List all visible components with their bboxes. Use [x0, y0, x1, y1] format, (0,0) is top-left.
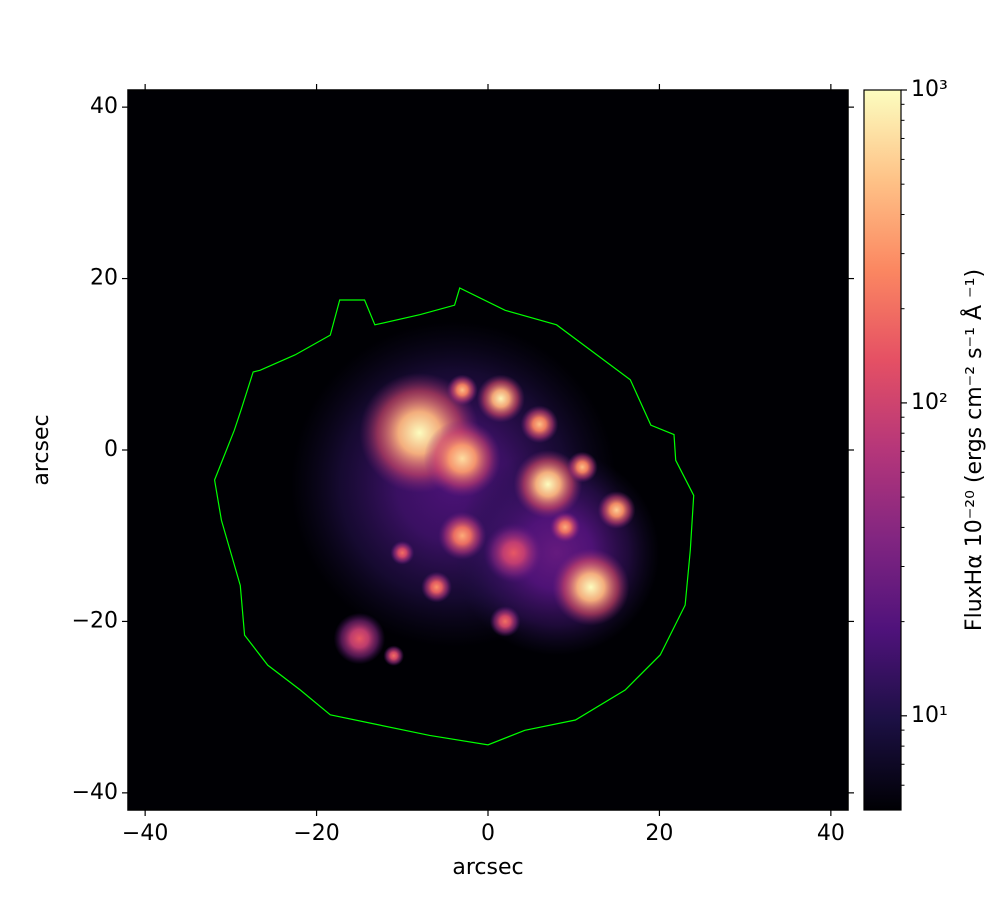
emission-source	[423, 420, 501, 498]
emission-source	[383, 645, 405, 666]
emission-source	[483, 522, 544, 583]
emission-source	[566, 451, 598, 483]
x-tick-label: −40	[122, 821, 168, 846]
emission-source	[489, 606, 521, 637]
y-tick-label: 40	[90, 94, 118, 119]
colorbar-tick-label: 10³	[911, 77, 948, 102]
emission-source	[597, 491, 636, 529]
colorbar	[863, 89, 902, 811]
emission-source	[333, 612, 386, 665]
emission-source	[476, 374, 525, 423]
emission-source	[513, 450, 583, 519]
emission-source	[390, 540, 415, 565]
y-tick-label: 0	[104, 437, 118, 462]
colorbar-tick-label: 10²	[911, 390, 948, 415]
emission-source	[421, 571, 453, 603]
emission-source	[520, 405, 559, 444]
x-tick-label: −20	[293, 821, 339, 846]
x-tick-label: 40	[817, 821, 845, 846]
outline-contour	[213, 287, 695, 746]
x-tick-label: 20	[645, 821, 673, 846]
emission-source	[438, 511, 487, 560]
y-axis-label: arcsec	[29, 414, 54, 485]
y-tick-label: −20	[72, 608, 118, 633]
x-tick-label: 0	[481, 821, 495, 846]
colorbar-label: FluxHα 10⁻²⁰ (ergs cm⁻² s⁻¹ Å ⁻¹)	[960, 269, 987, 631]
emission-source	[446, 374, 478, 406]
y-tick-label: −40	[72, 780, 118, 805]
emission-source	[552, 548, 630, 626]
emission-source	[549, 511, 581, 543]
x-axis-label: arcsec	[452, 855, 523, 880]
image	[213, 287, 695, 746]
y-tick-label: 20	[90, 266, 118, 291]
colorbar-tick-label: 10¹	[911, 703, 948, 728]
